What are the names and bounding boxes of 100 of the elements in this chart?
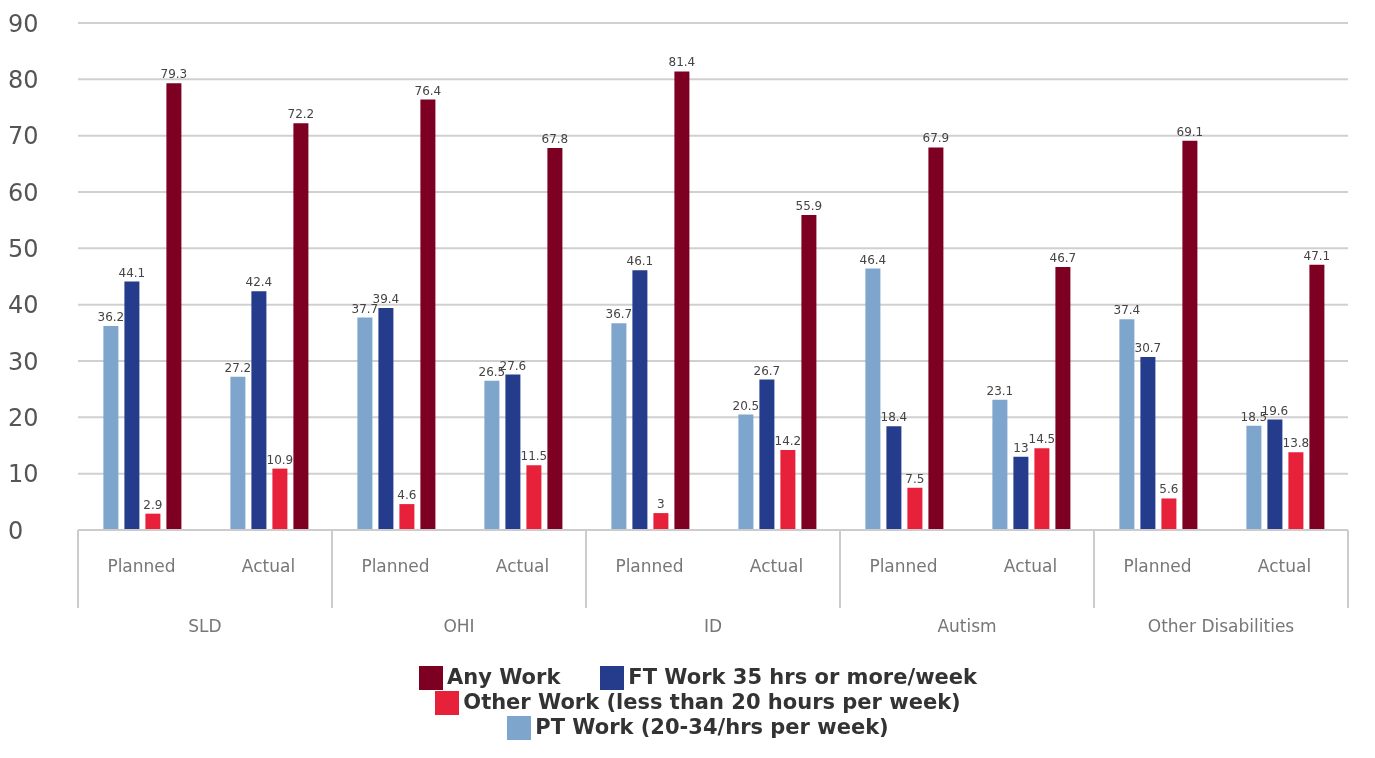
legend-label: Other Work (less than 20 hours per week) — [463, 690, 961, 714]
data-label: 46.4 — [859, 252, 887, 267]
bar — [103, 326, 119, 530]
x-tick-label: Actual — [1257, 556, 1312, 576]
data-label: 14.2 — [774, 434, 802, 449]
data-label: 13 — [1013, 440, 1029, 455]
data-label: 26.7 — [753, 363, 781, 378]
data-label: 3 — [657, 497, 665, 512]
data-label: 10.9 — [266, 452, 294, 467]
data-label: 13.8 — [1282, 436, 1310, 451]
bar — [547, 148, 563, 530]
bar — [1246, 425, 1262, 530]
bar — [992, 399, 1008, 530]
x-tick-label: Planned — [869, 556, 938, 576]
data-label: 37.4 — [1113, 303, 1141, 318]
bar — [1140, 357, 1156, 530]
y-tick-label: 80 — [8, 65, 39, 94]
bar — [1309, 264, 1325, 530]
data-label: 81.4 — [668, 55, 696, 70]
bar — [166, 83, 182, 530]
bar — [124, 281, 140, 530]
bar — [420, 99, 436, 530]
bar — [251, 291, 267, 530]
data-label: 67.9 — [922, 131, 950, 146]
text: Autism — [937, 616, 997, 636]
data-label: 42.4 — [245, 275, 273, 290]
data-label: 55.9 — [795, 199, 823, 214]
y-tick-label: 70 — [8, 122, 39, 151]
data-label: 79.3 — [160, 67, 188, 82]
x-tick-label: Actual — [1003, 556, 1058, 576]
y-tick-label: 60 — [8, 178, 39, 207]
data-label: 46.7 — [1049, 250, 1077, 265]
bar — [780, 450, 796, 530]
bar — [1267, 419, 1283, 530]
data-label: 67.8 — [541, 132, 569, 147]
legend-label: FT Work 35 hrs or more/week — [628, 665, 977, 689]
data-label: 36.2 — [97, 310, 125, 325]
data-label: 5.6 — [1159, 482, 1179, 497]
bar — [1034, 448, 1050, 530]
data-label: 47.1 — [1303, 248, 1331, 263]
bar — [674, 71, 690, 530]
text: ID — [703, 616, 723, 636]
x-tick-label: Planned — [615, 556, 684, 576]
bar — [378, 308, 394, 530]
x-tick-label: Planned — [1123, 556, 1192, 576]
bar — [1013, 456, 1029, 530]
text: Other Disabilities — [1147, 616, 1295, 636]
data-label: 4.6 — [397, 488, 417, 503]
bar — [738, 414, 754, 530]
bar — [505, 374, 521, 530]
y-tick-label: 0 — [8, 516, 24, 545]
data-label: 76.4 — [414, 83, 442, 98]
x-tick-label: Planned — [361, 556, 430, 576]
bar — [928, 147, 944, 530]
bar — [801, 215, 817, 530]
bar — [1055, 266, 1071, 530]
data-label: 20.5 — [732, 398, 760, 413]
bar — [1182, 140, 1198, 530]
legend-label: PT Work (20-34/hrs per week) — [535, 715, 889, 739]
bar — [886, 426, 902, 530]
data-label: 14.5 — [1028, 432, 1056, 447]
text: SLD — [188, 616, 222, 636]
bar — [653, 513, 669, 530]
legend-label: Any Work — [446, 665, 561, 689]
bar — [272, 468, 288, 530]
x-tick-label: Actual — [241, 556, 296, 576]
bar — [865, 268, 881, 530]
bar — [145, 513, 161, 530]
y-tick-label: 40 — [8, 291, 39, 320]
bar — [484, 380, 500, 530]
y-tick-label: 10 — [8, 460, 39, 489]
data-label: 36.7 — [605, 307, 633, 322]
y-tick-label: 30 — [8, 347, 39, 376]
data-label: 7.5 — [905, 471, 925, 486]
text: OHI — [443, 616, 475, 636]
data-label: 23.1 — [986, 383, 1014, 398]
data-label: 69.1 — [1176, 124, 1204, 139]
bar — [907, 487, 923, 530]
bar — [357, 317, 373, 530]
y-tick-label: 50 — [8, 234, 39, 263]
bar — [399, 504, 415, 530]
data-label: 18.4 — [880, 410, 908, 425]
bar — [1119, 319, 1135, 530]
data-label: 30.7 — [1134, 341, 1162, 356]
data-label: 44.1 — [118, 265, 146, 280]
y-tick-label: 20 — [8, 403, 39, 432]
bar — [1161, 498, 1177, 530]
bar — [632, 270, 648, 530]
x-tick-label: Planned — [107, 556, 176, 576]
data-label: 11.5 — [520, 449, 548, 464]
bar — [611, 323, 627, 530]
bar — [759, 379, 775, 530]
bar — [526, 465, 542, 530]
bar — [1288, 452, 1304, 530]
data-label: 46.1 — [626, 254, 654, 269]
data-label: 72.2 — [287, 107, 315, 122]
data-label: 2.9 — [143, 497, 163, 512]
data-label: 27.2 — [224, 360, 252, 375]
y-tick-label: 90 — [8, 9, 39, 38]
bar — [230, 376, 246, 530]
